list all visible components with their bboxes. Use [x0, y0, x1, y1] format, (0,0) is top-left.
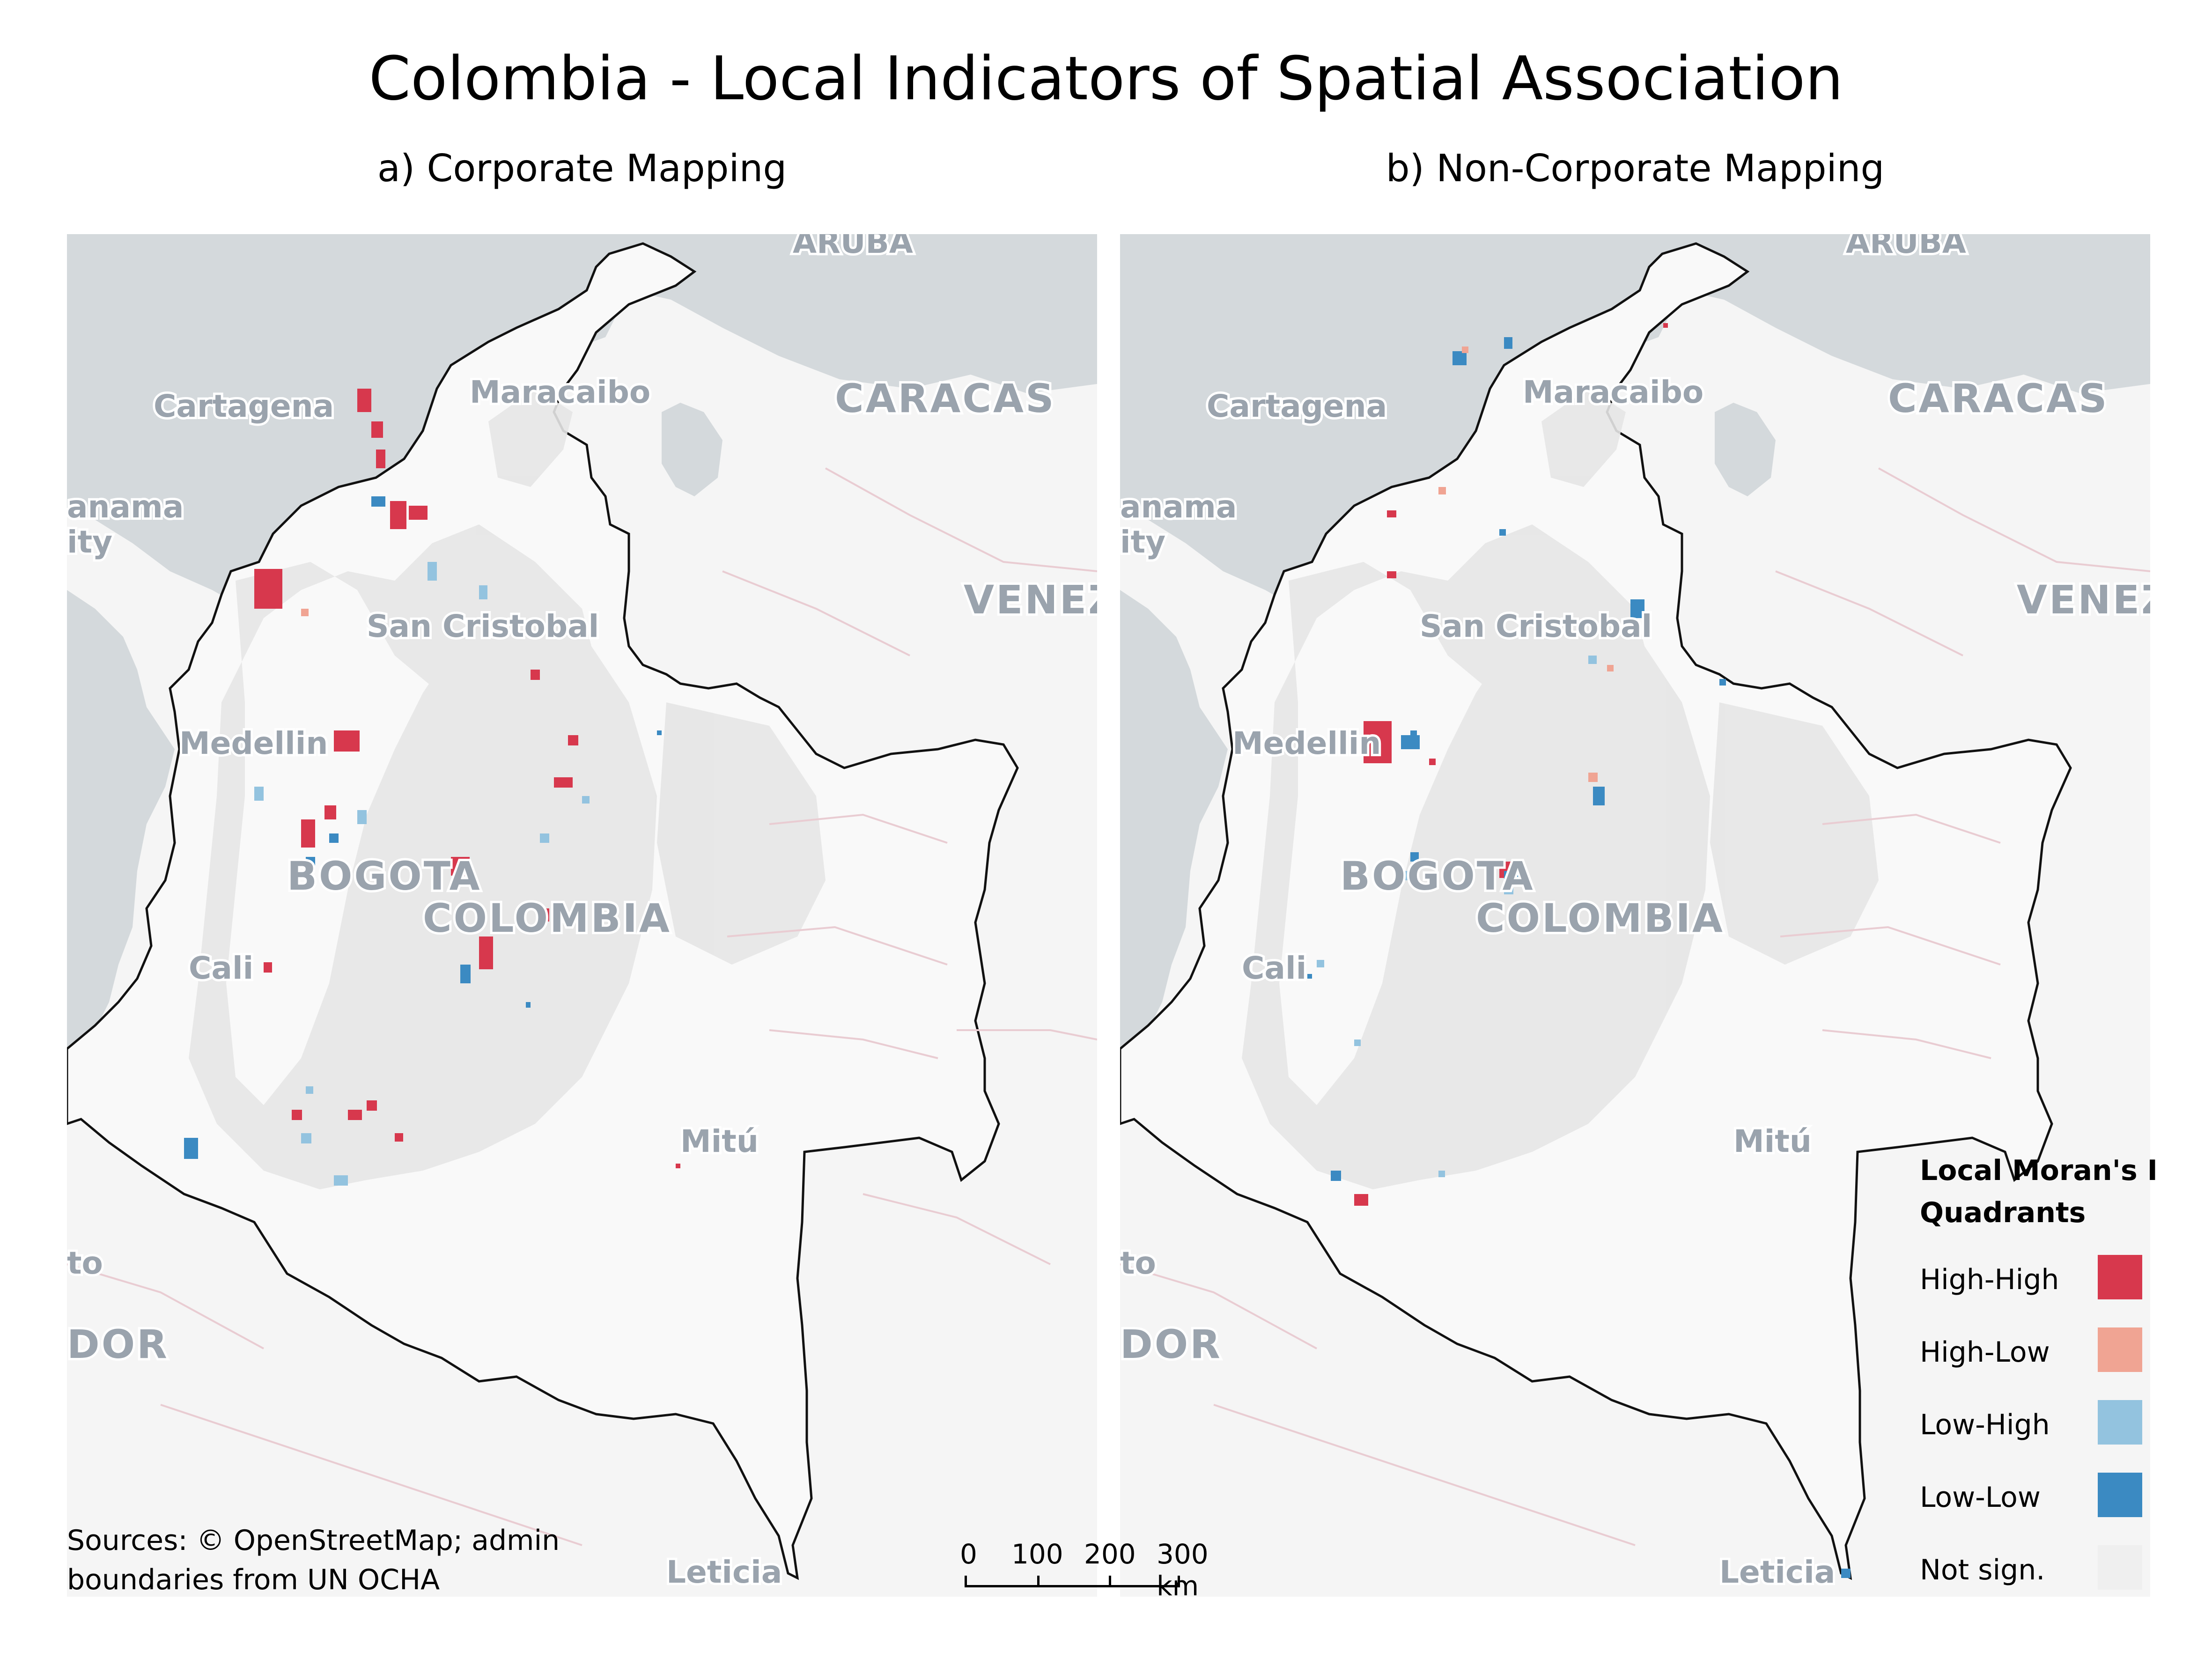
low-low-clusters [184, 496, 662, 1159]
high-low-clusters [1438, 347, 1614, 782]
figure-title: Colombia - Local Indicators of Spatial A… [369, 44, 1843, 114]
map-panel-non-corporate: ARUBA Cartagena Maracaibo CARACAS anama … [1120, 234, 2150, 1597]
legend-label: Not sign. [1920, 1554, 2045, 1586]
label-medellin: Medellin [179, 725, 328, 761]
label-maracaibo: Maracaibo [1523, 374, 1703, 410]
legend-item-high-low: High-Low [1920, 1327, 2201, 1374]
legend-label: Low-Low [1920, 1481, 2041, 1514]
scale-tick [965, 1576, 967, 1587]
sources-line-1: Sources: © OpenStreetMap; admin [67, 1524, 560, 1557]
legend: Local Moran's I Quadrants High-High High… [1892, 1150, 2201, 1594]
scale-label-100: 100 [1011, 1538, 1063, 1570]
legend-title-line-2: Quadrants [1920, 1196, 2086, 1229]
label-panama: anama [1120, 489, 1237, 525]
label-colombia: COLOMBIA [1476, 895, 1725, 941]
scale-label-0: 0 [960, 1538, 977, 1570]
scale-label-200: 200 [1084, 1538, 1136, 1570]
sources-line-2: boundaries from UN OCHA [67, 1563, 440, 1596]
scale-bar-line [965, 1585, 1180, 1587]
label-cartagena: Cartagena [1207, 388, 1387, 424]
not-significant-cells [189, 389, 826, 1189]
scale-tick [1109, 1576, 1111, 1587]
panel-a-subtitle: a) Corporate Mapping [377, 147, 787, 190]
legend-title-line-1: Local Moran's I [1920, 1154, 2158, 1187]
legend-swatch [2098, 1473, 2142, 1517]
legend-swatch [2098, 1545, 2142, 1590]
label-ecuador: DOR [67, 1321, 169, 1367]
label-san-cristobal: San Cristobal [1420, 608, 1652, 644]
label-medellin: Medellin [1232, 725, 1381, 761]
scale-bar: 0 100 200 300 km [960, 1538, 1209, 1602]
label-quito: to [67, 1245, 103, 1281]
legend-label: High-Low [1920, 1336, 2050, 1369]
label-aruba: ARUBA [1846, 234, 1966, 260]
label-aruba: ARUBA [793, 234, 913, 260]
lake-maracaibo [1715, 403, 1776, 496]
label-bogota: BOGOTA [1340, 853, 1535, 899]
label-venezuela: VENEZ [2017, 577, 2150, 623]
scale-tick [1037, 1576, 1040, 1587]
legend-item-low-low: Low-Low [1920, 1473, 2201, 1519]
map-svg-corporate: ARUBA Cartagena Maracaibo CARACAS anama … [67, 234, 1097, 1597]
label-cali: Cali [1242, 950, 1306, 986]
legend-label: High-High [1920, 1263, 2059, 1296]
panel-b-subtitle: b) Non-Corporate Mapping [1386, 147, 1885, 190]
label-leticia: Leticia [1719, 1554, 1835, 1590]
label-bogota: BOGOTA [287, 853, 482, 899]
scale-label-300: 300 km [1157, 1538, 1209, 1602]
label-venezuela: VENEZ [964, 577, 1097, 623]
legend-swatch [2098, 1327, 2142, 1372]
label-cali: Cali [189, 950, 253, 986]
high-high-clusters [254, 389, 680, 1168]
map-svg-non-corporate: ARUBA Cartagena Maracaibo CARACAS anama … [1120, 234, 2150, 1597]
label-cartagena: Cartagena [154, 388, 334, 424]
legend-label: Low-High [1920, 1408, 2050, 1441]
label-caracas: CARACAS [1888, 376, 2109, 421]
label-panama-city: ity [67, 524, 112, 560]
not-significant-cells [1242, 389, 1879, 1189]
label-san-cristobal: San Cristobal [367, 608, 599, 644]
pacific-sea [1120, 590, 1228, 1077]
label-mitu: Mitú [1733, 1123, 1812, 1159]
legend-swatch [2098, 1400, 2142, 1445]
label-caracas: CARACAS [835, 376, 1056, 421]
label-quito: to [1120, 1245, 1156, 1281]
low-high-clusters [254, 562, 590, 1186]
legend-item-high-high: High-High [1920, 1255, 2201, 1302]
lake-maracaibo [662, 403, 723, 496]
pacific-sea [67, 590, 175, 1077]
label-mitu: Mitú [680, 1123, 759, 1159]
label-panama: anama [67, 489, 184, 525]
legend-title: Local Moran's I Quadrants [1920, 1150, 2201, 1234]
label-panama-city: ity [1120, 524, 1165, 560]
scale-tick [1178, 1576, 1180, 1587]
admin-boundaries [1120, 467, 2150, 1546]
label-leticia: Leticia [666, 1554, 782, 1590]
low-high-clusters [1317, 656, 1597, 1177]
label-ecuador: DOR [1120, 1321, 1222, 1367]
low-low-clusters [1307, 337, 1851, 1578]
label-maracaibo: Maracaibo [470, 374, 650, 410]
admin-boundaries [67, 467, 1097, 1546]
sources-attribution: Sources: © OpenStreetMap; admin boundari… [67, 1521, 560, 1600]
legend-item-low-high: Low-High [1920, 1400, 2201, 1447]
label-colombia: COLOMBIA [423, 895, 671, 941]
high-low-clusters [301, 609, 565, 910]
legend-item-not-significant: Not sign. [1920, 1545, 2201, 1592]
map-panel-corporate: ARUBA Cartagena Maracaibo CARACAS anama … [67, 234, 1097, 1597]
legend-swatch [2098, 1255, 2142, 1299]
